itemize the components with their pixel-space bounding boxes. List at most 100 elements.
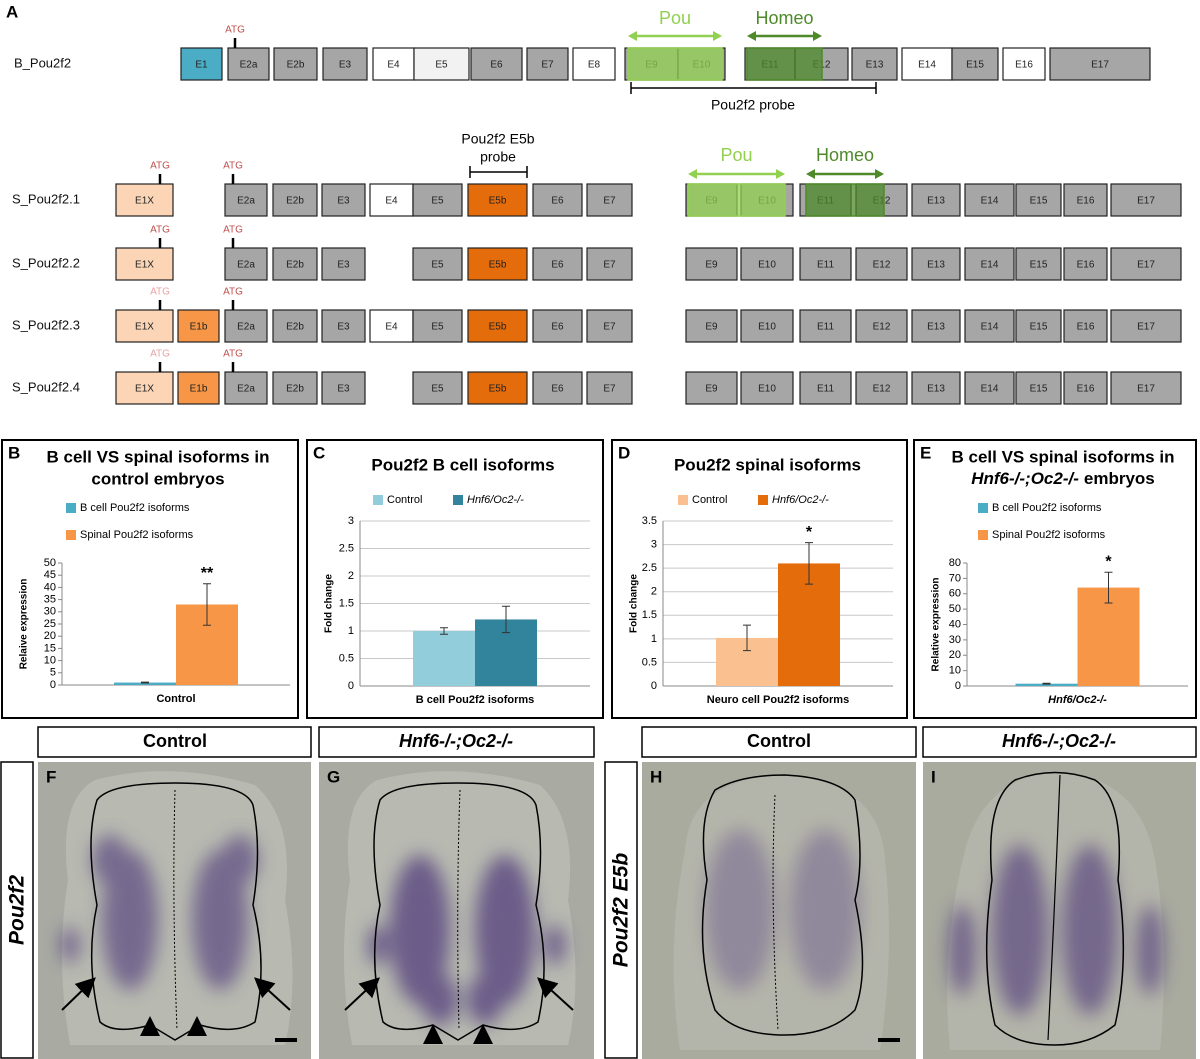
domain-box	[805, 183, 885, 217]
exon-label: E5	[431, 196, 444, 207]
exon-label: E2a	[237, 196, 255, 207]
gene-structures: B_Pou2f2 E1 E2a E2b E3 E4 E5 E6 E7 E8 E9 E10 E11 E12 E…	[12, 8, 1182, 405]
header: Hnf6-/-;Oc2-/-	[399, 731, 513, 751]
midline	[1047, 774, 1061, 1041]
exon	[115, 371, 174, 405]
exon-label: E14	[981, 384, 999, 395]
exon-label: E12	[873, 384, 891, 395]
exon	[224, 183, 268, 217]
error-bar	[141, 681, 149, 684]
exon	[685, 371, 738, 405]
exon	[911, 247, 961, 281]
exon-label: E1b	[190, 384, 208, 395]
exon-label: E9	[705, 322, 718, 333]
exon	[964, 247, 1015, 281]
exon	[1063, 371, 1108, 405]
exon-label: E13	[927, 384, 945, 395]
exon-label: E5	[431, 260, 444, 271]
exon-label: E7	[603, 384, 616, 395]
exon	[740, 247, 794, 281]
domain-box	[746, 47, 823, 81]
y-tick-label: 50	[44, 557, 56, 569]
exon-label: E17	[1137, 322, 1155, 333]
exon-label: E16	[1077, 384, 1095, 395]
exon	[467, 371, 528, 405]
exon-label: E11	[817, 322, 834, 333]
exon-label: E4	[385, 322, 398, 333]
title-tail: embryos	[1084, 469, 1155, 488]
y-tick-label: 0	[651, 680, 657, 692]
panel-label: G	[327, 767, 340, 786]
atg-label: ATG	[225, 25, 245, 36]
y-tick-label: 45	[44, 569, 56, 581]
exon	[1015, 183, 1062, 217]
exon-label: E17	[1091, 60, 1109, 71]
stain	[368, 855, 565, 1025]
side-box	[604, 761, 638, 1059]
exon-label: E14	[981, 322, 999, 333]
exon	[901, 47, 953, 81]
exon	[412, 183, 463, 217]
exon	[532, 183, 583, 217]
exon	[799, 309, 852, 343]
y-tick-label: 3	[651, 538, 657, 550]
exon-label: E11	[817, 384, 834, 395]
significance: **	[201, 565, 214, 582]
micrograph-g: G	[319, 762, 594, 1059]
bar	[114, 682, 176, 685]
header: Control	[143, 731, 207, 751]
panel-box	[913, 439, 1197, 719]
y-tick-label: 2	[348, 570, 354, 582]
image-headers: Control Hnf6-/-;Oc2-/- Control Hnf6-/-;O…	[0, 726, 1197, 1059]
legend-swatch	[373, 495, 383, 505]
exon-label: E5b	[489, 322, 507, 333]
exon	[1015, 247, 1062, 281]
legend-label: B cell Pou2f2 isoforms	[80, 502, 190, 514]
exon-label: E5b	[489, 384, 507, 395]
bar	[1077, 587, 1140, 686]
exon	[321, 247, 366, 281]
probe-label: Pou2f2 E5b	[461, 131, 534, 147]
exon-label: E13	[927, 260, 945, 271]
legend-swatch	[978, 530, 988, 540]
exon	[851, 47, 898, 81]
x-tick-label: B cell Pou2f2 isoforms	[416, 694, 535, 706]
legend-swatch	[678, 495, 688, 505]
exon	[467, 247, 528, 281]
arrowhead	[747, 31, 822, 41]
exon-label: E16	[1015, 60, 1033, 71]
exon	[412, 247, 463, 281]
exon-label: E12	[873, 260, 891, 271]
side-box	[0, 761, 34, 1059]
exon	[586, 247, 633, 281]
exon-label: E2b	[286, 322, 304, 333]
legend-label: Control	[692, 494, 727, 506]
y-tick-label: 20	[949, 649, 961, 661]
exon-label: E4	[387, 60, 400, 71]
exon-label: E7	[603, 196, 616, 207]
error-bar	[502, 605, 510, 634]
legend-swatch	[758, 495, 768, 505]
y-tick-label: 30	[44, 606, 56, 618]
x-tick-label: Hnf6/Oc2-/-	[1048, 694, 1107, 706]
exon-label: E7	[541, 60, 554, 71]
y-tick-label: 40	[44, 581, 56, 593]
exon	[532, 309, 583, 343]
exon	[272, 309, 318, 343]
legend-swatch	[66, 503, 76, 513]
exon-label: E9	[705, 384, 718, 395]
y-tick-label: 0	[348, 680, 354, 692]
exon	[532, 371, 583, 405]
exon	[586, 371, 633, 405]
exon-label: E16	[1077, 322, 1095, 333]
probe-label: probe	[480, 149, 516, 165]
exon-label: E12	[873, 322, 891, 333]
exon-label: E5b	[489, 196, 507, 207]
exon	[321, 183, 366, 217]
exon-label: E1X	[135, 384, 154, 395]
exon	[272, 183, 318, 217]
exon	[1110, 247, 1182, 281]
stain	[948, 845, 1164, 1015]
y-tick-label: 2.5	[642, 562, 657, 574]
